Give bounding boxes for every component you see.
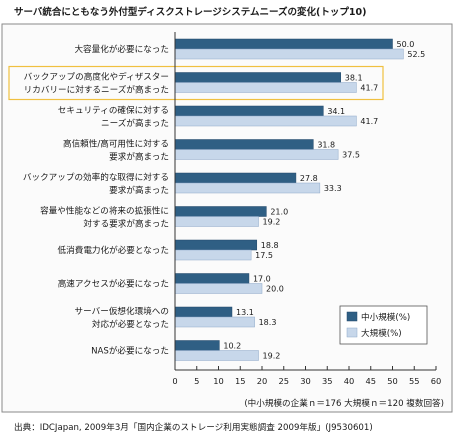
category-label: バックアップの高度化やディザスター [24,71,169,83]
bar-large [174,216,259,227]
bar-small-medium [174,172,297,184]
value-label: 19.2 [263,218,281,227]
x-tick-label: 10 [213,376,224,386]
x-tick-label: 0 [172,376,177,386]
value-label: 31.8 [317,141,335,150]
bar-small-medium [174,306,233,318]
highlight-box [8,65,384,101]
bar-large [174,316,255,328]
category-label: サーバー仮想化環境への [75,305,169,317]
bar-large [174,283,263,294]
value-label: 37.5 [342,151,360,160]
bar-large [174,182,321,194]
bar-large [174,82,357,93]
legend-swatch [346,327,358,338]
bar-small-medium [174,72,341,83]
value-label: 18.3 [259,318,277,327]
x-tick-label: 5 [194,376,199,386]
category-label: 要求が高まった [109,184,169,196]
value-label: 38.1 [345,74,363,83]
chart-title: サーバ統合にともなう外付型ディスクストレージシステムニーズの変化(トップ10) [14,6,366,18]
x-tick-label: 20 [257,376,268,386]
bar-small-medium [174,105,324,117]
bar-small-medium [174,273,250,284]
bar-large [174,48,404,60]
value-label: 17.5 [255,251,273,260]
category-label: 要求が高まった [109,151,169,163]
value-label: 19.2 [263,352,281,361]
x-tick-label: 40 [344,376,355,386]
value-label: 17.0 [253,275,271,284]
bar-large [174,115,357,127]
value-label: 27.8 [300,174,318,183]
x-tick-label: 25 [278,376,289,386]
value-label: 34.1 [327,107,345,116]
sample-size-note: (中小規模の企業ｎ＝176 大規模ｎ＝120 複数回答) [244,397,444,409]
bar-small-medium [174,206,267,217]
bar-small-medium [174,139,314,150]
category-label: 容量や性能などの将来の拡張性に [40,205,169,217]
bar-large [174,249,252,261]
legend-swatch [346,311,358,322]
category-label: 対する要求が高まった [83,218,169,230]
category-label: NASが必要になった [91,345,169,357]
category-label: バックアップの効率的な取得に対する [23,171,169,183]
x-tick-label: 45 [365,376,376,386]
category-label: 高速アクセスが必要になった [58,278,169,290]
legend-label: 大規模(%) [361,327,402,339]
value-label: 41.7 [360,84,378,93]
x-tick-label: 50 [387,376,398,386]
category-label: ニーズが高まった [101,117,169,129]
category-label: 低消費電力化が必要となった [58,244,169,256]
bar-large [174,149,339,160]
category-label: 大容量化が必要になった [74,43,169,55]
category-label: リカバリーに対するニーズが高まった [24,84,169,96]
x-tick-label: 35 [322,376,333,386]
value-label: 13.1 [236,308,254,317]
value-label: 33.3 [324,184,342,193]
legend: 中小規模(%) 大規模(%) [339,305,428,345]
bar-small-medium [174,38,393,50]
value-label: 18.8 [261,241,279,250]
value-label: 20.0 [266,285,284,294]
category-label: 対応が必要となった [92,318,169,330]
x-tick-label: 60 [431,376,442,386]
bar-small-medium [174,340,220,351]
value-label: 52.5 [407,50,425,59]
bar-small-medium [174,239,258,251]
category-label: セキュリティの確保に対する [58,104,169,116]
legend-label: 中小規模(%) [361,311,410,323]
x-tick-label: 55 [409,376,420,386]
bar-large [174,350,259,361]
value-label: 41.7 [360,117,378,126]
source-note: 出典：IDCJapan, 2009年3月「国内企業のストレージ利用実態調査 20… [14,421,373,433]
x-tick-label: 15 [235,376,246,386]
value-label: 10.2 [223,342,241,351]
x-tick-label: 30 [300,376,311,386]
value-label: 50.0 [397,40,415,49]
value-label: 21.0 [270,208,288,217]
category-label: 高信頼性/高可用性に対する [63,138,169,150]
